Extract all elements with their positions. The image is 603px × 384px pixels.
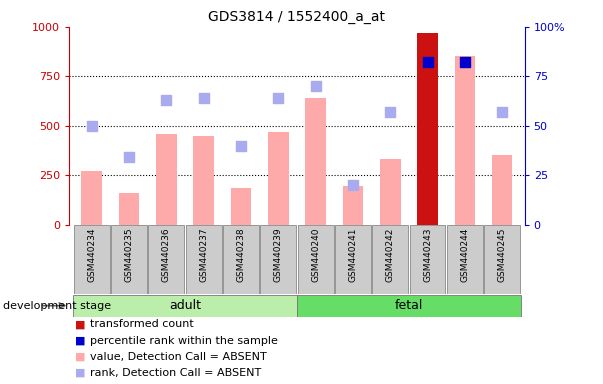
Text: value, Detection Call = ABSENT: value, Detection Call = ABSENT bbox=[90, 352, 267, 362]
Text: GSM440238: GSM440238 bbox=[236, 227, 245, 282]
Point bbox=[497, 109, 507, 115]
Text: GSM440235: GSM440235 bbox=[125, 227, 133, 282]
Point bbox=[423, 60, 432, 66]
Text: fetal: fetal bbox=[395, 299, 423, 312]
Point bbox=[87, 123, 96, 129]
Text: GSM440241: GSM440241 bbox=[349, 227, 358, 282]
Bar bbox=[81, 171, 102, 225]
Bar bbox=[492, 156, 513, 225]
Bar bbox=[111, 225, 147, 294]
Text: GSM440243: GSM440243 bbox=[423, 227, 432, 282]
Bar bbox=[298, 225, 333, 294]
Point bbox=[460, 60, 470, 66]
Bar bbox=[231, 188, 251, 225]
Bar bbox=[223, 225, 259, 294]
Text: development stage: development stage bbox=[3, 301, 111, 311]
Text: GSM440236: GSM440236 bbox=[162, 227, 171, 282]
Bar bbox=[268, 132, 289, 225]
Text: ■: ■ bbox=[75, 319, 86, 329]
Bar bbox=[343, 186, 363, 225]
Bar bbox=[373, 225, 408, 294]
Text: adult: adult bbox=[169, 299, 201, 312]
Text: GSM440244: GSM440244 bbox=[461, 227, 469, 282]
Text: GSM440240: GSM440240 bbox=[311, 227, 320, 282]
Point bbox=[236, 142, 246, 149]
Point bbox=[385, 109, 395, 115]
Point bbox=[162, 97, 171, 103]
Bar bbox=[455, 56, 475, 225]
Point bbox=[311, 83, 320, 89]
Bar bbox=[194, 136, 214, 225]
Text: GSM440245: GSM440245 bbox=[497, 227, 507, 282]
Text: GSM440234: GSM440234 bbox=[87, 227, 96, 282]
Text: ■: ■ bbox=[75, 352, 86, 362]
Text: rank, Detection Call = ABSENT: rank, Detection Call = ABSENT bbox=[90, 368, 262, 378]
Text: GSM440239: GSM440239 bbox=[274, 227, 283, 282]
Bar bbox=[417, 33, 438, 225]
Bar bbox=[447, 225, 483, 294]
Bar bbox=[156, 134, 177, 225]
Text: GSM440237: GSM440237 bbox=[199, 227, 208, 282]
Bar bbox=[409, 225, 446, 294]
Title: GDS3814 / 1552400_a_at: GDS3814 / 1552400_a_at bbox=[209, 10, 385, 25]
Text: ■: ■ bbox=[75, 368, 86, 378]
Point bbox=[199, 95, 209, 101]
Bar bbox=[260, 225, 296, 294]
Text: transformed count: transformed count bbox=[90, 319, 194, 329]
Point bbox=[348, 182, 358, 188]
Point bbox=[274, 95, 283, 101]
Bar bbox=[484, 225, 520, 294]
Bar bbox=[335, 225, 371, 294]
Text: GSM440242: GSM440242 bbox=[386, 227, 395, 282]
Bar bbox=[297, 295, 521, 317]
Bar bbox=[73, 295, 297, 317]
Bar bbox=[305, 98, 326, 225]
Bar bbox=[148, 225, 185, 294]
Text: percentile rank within the sample: percentile rank within the sample bbox=[90, 336, 279, 346]
Bar bbox=[119, 193, 139, 225]
Point bbox=[124, 154, 134, 161]
Bar bbox=[186, 225, 221, 294]
Bar bbox=[380, 159, 400, 225]
Text: ■: ■ bbox=[75, 336, 86, 346]
Bar bbox=[74, 225, 110, 294]
